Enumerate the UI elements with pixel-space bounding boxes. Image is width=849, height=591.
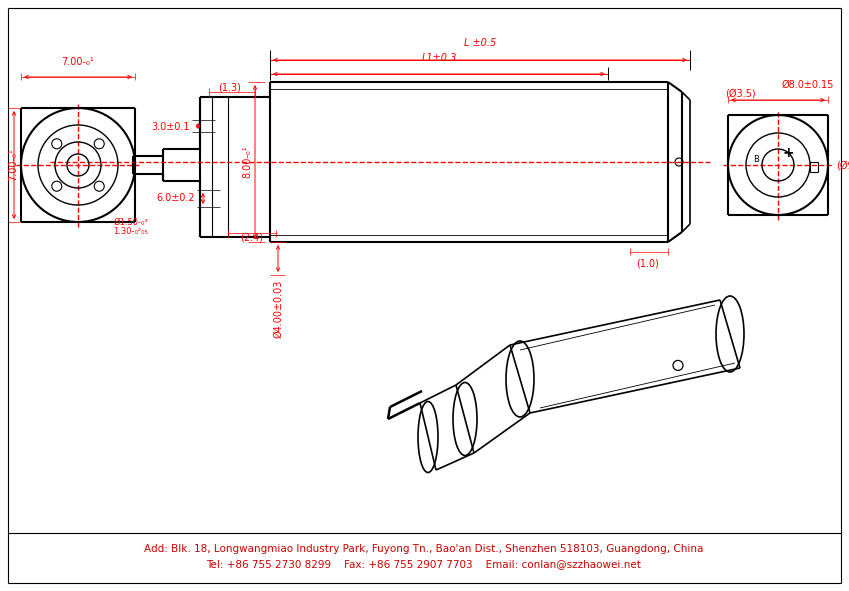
Text: Ø4.00±0.03: Ø4.00±0.03 xyxy=(273,280,283,339)
Text: 7.00-₀¹: 7.00-₀¹ xyxy=(8,148,18,181)
Text: (Ø3.5): (Ø3.5) xyxy=(725,88,756,98)
Text: 8.00-₀¹: 8.00-₀¹ xyxy=(242,146,252,178)
Text: B: B xyxy=(753,155,759,164)
Text: 7.00-₀¹: 7.00-₀¹ xyxy=(62,57,94,67)
Text: (1.3): (1.3) xyxy=(218,83,241,93)
Text: Tel: +86 755 2730 8299    Fax: +86 755 2907 7703    Email: conlan@szzhaowei.net: Tel: +86 755 2730 8299 Fax: +86 755 2907… xyxy=(206,559,642,569)
Text: (2.4): (2.4) xyxy=(240,232,263,242)
Text: 1.30-₀²₀₅: 1.30-₀²₀₅ xyxy=(113,228,148,236)
Text: L ±0.5: L ±0.5 xyxy=(464,38,496,48)
Text: L1±0.3: L1±0.3 xyxy=(421,53,457,63)
Text: (Ø9.): (Ø9.) xyxy=(836,160,849,170)
Text: Add: Blk. 18, Longwangmiao Industry Park, Fuyong Tn., Bao'an Dist., Shenzhen 518: Add: Blk. 18, Longwangmiao Industry Park… xyxy=(144,544,704,554)
Text: 6.0±0.2: 6.0±0.2 xyxy=(156,193,195,203)
Text: Ø1.50-₀³: Ø1.50-₀³ xyxy=(113,217,148,226)
Text: 3.0±0.1: 3.0±0.1 xyxy=(151,122,190,132)
Text: +: + xyxy=(782,146,794,160)
Text: Ø8.0±0.15: Ø8.0±0.15 xyxy=(782,80,835,90)
Text: (1.0): (1.0) xyxy=(637,258,660,268)
